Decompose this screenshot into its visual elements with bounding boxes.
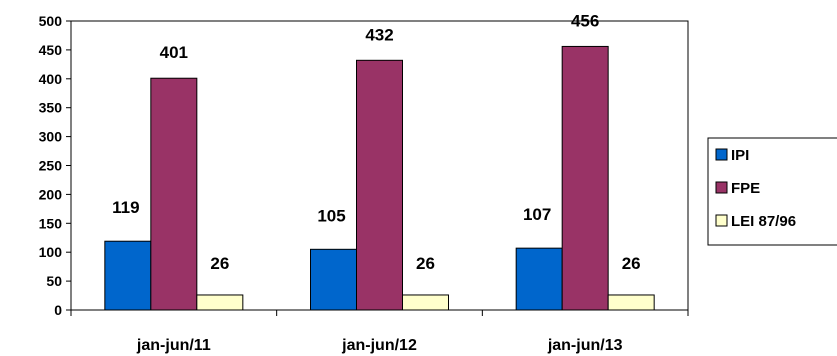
data-label: 105 [317, 206, 345, 225]
bar-fpe [150, 77, 198, 311]
y-tick-label: 250 [39, 158, 63, 174]
bar-ipi [104, 240, 152, 311]
legend-label: LEI 87/96 [731, 213, 796, 230]
data-label: 119 [112, 198, 139, 217]
data-label: 107 [523, 205, 551, 224]
y-tick-label: 300 [39, 129, 63, 145]
x-category-label: jan-jun/12 [341, 337, 417, 354]
legend-swatch [715, 214, 728, 227]
bar-lei-87-96 [196, 294, 244, 311]
bar-lei-87-96 [402, 294, 449, 311]
data-label: 26 [210, 254, 229, 273]
legend: IPI FPE LEI 87/96 [707, 137, 837, 246]
legend-swatch [715, 181, 728, 194]
bar-ipi [310, 248, 357, 311]
bar-ipi [515, 247, 563, 311]
y-tick-label: 500 [39, 13, 63, 29]
y-tick-label: 0 [54, 302, 62, 318]
data-label: 26 [622, 254, 641, 273]
legend-label: FPE [731, 180, 760, 197]
bar-lei-87-96 [607, 294, 655, 311]
y-tick-label: 100 [39, 244, 63, 260]
legend-swatch [715, 148, 728, 161]
plot-area: 0 50 100 150 200 250 300 350 400 450 500 jan-jun/11… [39, 11, 689, 354]
y-tick-label: 450 [39, 42, 63, 58]
y-tick-label: 150 [39, 215, 63, 231]
y-tick-label: 400 [39, 71, 63, 87]
data-label: 456 [571, 11, 599, 30]
bar-fpe [356, 59, 403, 311]
y-tick-label: 200 [39, 186, 63, 202]
data-label: 401 [160, 43, 188, 62]
x-category-label: jan-jun/11 [136, 337, 211, 354]
y-tick-label: 350 [39, 100, 63, 116]
data-label: 432 [365, 25, 393, 44]
x-category-label: jan-jun/13 [547, 337, 623, 354]
bar-fpe [561, 45, 609, 311]
legend-box [707, 137, 837, 246]
legend-label: IPI [731, 147, 749, 164]
data-label: 26 [416, 254, 435, 273]
y-tick-label: 50 [46, 273, 62, 289]
